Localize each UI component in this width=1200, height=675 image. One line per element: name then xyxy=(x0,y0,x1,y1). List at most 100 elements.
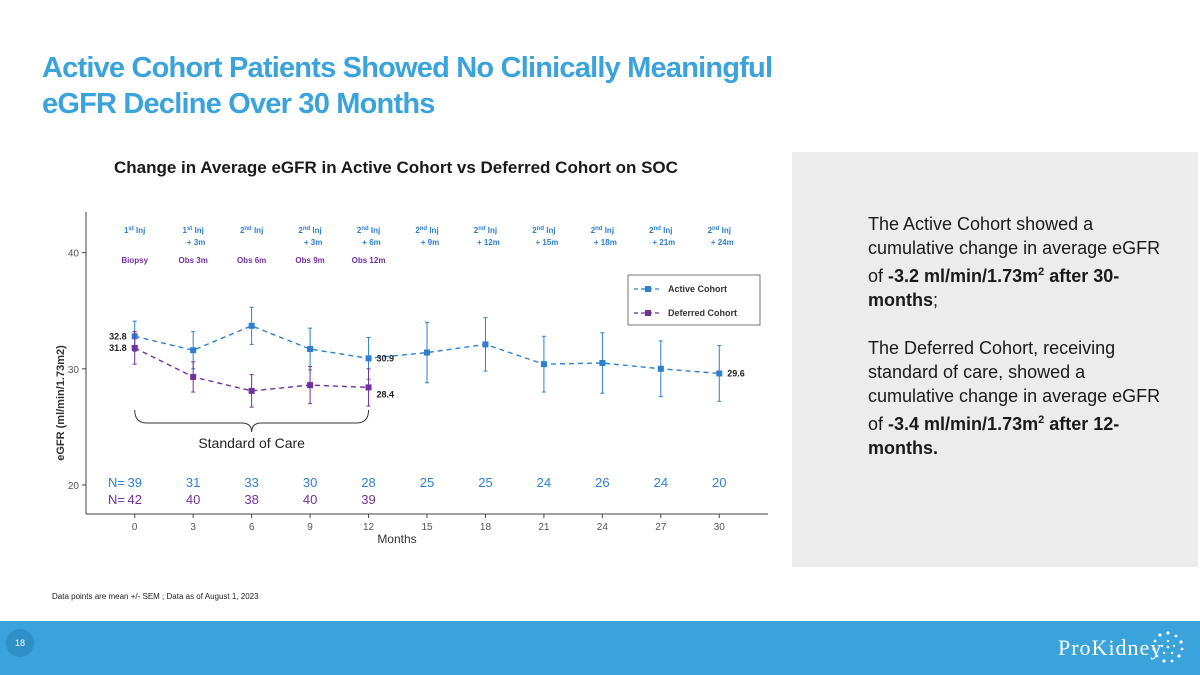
n-count-active: 30 xyxy=(303,475,317,490)
y-tick-label: 40 xyxy=(68,249,80,260)
title-line-1: Active Cohort Patients Showed No Clinica… xyxy=(42,52,773,84)
data-label: 29.6 xyxy=(727,368,745,378)
logo-dots-icon xyxy=(1152,631,1184,663)
active-cohort-point xyxy=(657,365,664,372)
n-count-active: 24 xyxy=(654,475,668,490)
standard-of-care-bracket xyxy=(134,409,370,433)
deferred-summary: The Deferred Cohort, receiving standard … xyxy=(868,338,1161,458)
n-count-deferred: 42 xyxy=(127,492,141,507)
n-count-active: 31 xyxy=(186,475,200,490)
data-label: 32.8 xyxy=(109,331,127,341)
injection-label: 1st Inj xyxy=(182,226,203,235)
active-summary: The Active Cohort showed a cumulative ch… xyxy=(868,214,1161,310)
active-cohort-point xyxy=(540,361,547,368)
x-tick-label: 18 xyxy=(480,522,492,533)
x-tick-label: 15 xyxy=(421,522,433,533)
legend-label: Deferred Cohort xyxy=(668,308,737,318)
injection-label: 2nd Inj xyxy=(474,226,497,235)
n-count-active: 25 xyxy=(420,475,434,490)
injection-interval-label: + 9m xyxy=(421,238,439,247)
observation-label: Obs 12m xyxy=(352,256,386,265)
active-cohort-line xyxy=(134,325,720,375)
injection-label: 2nd Inj xyxy=(591,226,614,235)
active-cohort-point xyxy=(424,349,430,356)
legend-marker xyxy=(645,286,651,292)
injection-label: 2nd Inj xyxy=(649,226,672,235)
injection-label: 2nd Inj xyxy=(532,226,555,235)
x-tick-label: 0 xyxy=(132,522,138,533)
active-cohort-point xyxy=(482,341,489,348)
injection-interval-label: + 21m xyxy=(652,238,675,247)
x-tick-label: 9 xyxy=(307,522,313,533)
legend-marker xyxy=(645,310,651,316)
chart-title: Change in Average eGFR in Active Cohort … xyxy=(114,158,678,177)
n-count-deferred: 40 xyxy=(186,492,200,507)
page-title: Active Cohort Patients Showed No Clinica… xyxy=(42,50,802,122)
injection-label: 2nd Inj xyxy=(357,226,380,235)
n-count-deferred: 40 xyxy=(303,492,317,507)
company-logo: ProKidney xyxy=(1058,635,1163,660)
x-tick-label: 21 xyxy=(538,522,550,533)
egfr-line-chart: 20 30 40 0 3 6 9 12 15 18 21 24 27 30 Months eGFR (ml/m… xyxy=(55,212,768,546)
injection-interval-label: + 3m xyxy=(304,238,322,247)
title-line-2: eGFR Decline Over 30 Months xyxy=(42,88,435,120)
x-tick-label: 24 xyxy=(597,522,609,533)
data-label: 30.9 xyxy=(377,353,395,363)
x-tick-label: 27 xyxy=(655,522,667,533)
observation-label: Obs 9m xyxy=(295,256,324,265)
chart-legend xyxy=(627,274,761,326)
x-tick-label: 30 xyxy=(714,522,726,533)
injection-interval-label: + 24m xyxy=(711,238,734,247)
injection-interval-label: + 12m xyxy=(477,238,500,247)
n-count-active: 20 xyxy=(712,475,726,490)
injection-interval-label: + 15m xyxy=(535,238,558,247)
deferred-cohort-point xyxy=(248,387,255,394)
x-tick-label: 12 xyxy=(363,522,375,533)
observation-label: Obs 6m xyxy=(237,256,266,265)
data-label: 31.8 xyxy=(109,343,127,353)
y-tick-label: 30 xyxy=(68,365,80,376)
summary-panel: The Active Cohort showed a cumulative ch… xyxy=(792,152,1198,567)
active-cohort-point xyxy=(248,322,255,329)
n-count-active: 28 xyxy=(361,475,375,490)
n-count-active: 39 xyxy=(127,475,141,490)
bracket-label: Standard of Care xyxy=(198,435,305,451)
injection-interval-label: + 18m xyxy=(594,238,617,247)
observation-label: Biopsy xyxy=(121,256,148,265)
n-label-active: N= xyxy=(108,475,125,490)
active-cohort-point xyxy=(365,355,372,362)
injection-label: 2nd Inj xyxy=(298,226,321,235)
n-count-active: 33 xyxy=(244,475,258,490)
summary-text: The Active Cohort showed a cumulative ch… xyxy=(868,212,1168,484)
x-tick-label: 3 xyxy=(190,522,196,533)
x-tick-label: 6 xyxy=(249,522,255,533)
deferred-cohort-point xyxy=(365,384,372,391)
page-number: 18 xyxy=(6,629,34,657)
injection-label: 2nd Inj xyxy=(708,226,731,235)
legend-label: Active Cohort xyxy=(668,284,727,294)
y-axis-label: eGFR (ml/min/1.73m2) xyxy=(55,345,67,461)
injection-label: 2nd Inj xyxy=(240,226,263,235)
active-cohort-point xyxy=(716,370,723,377)
observation-label: Obs 3m xyxy=(178,256,207,265)
n-label-deferred: N= xyxy=(108,492,125,507)
n-count-active: 26 xyxy=(595,475,609,490)
injection-label: 2nd Inj xyxy=(415,226,438,235)
footer-bar: 18 ProKidney xyxy=(0,621,1200,675)
y-tick-label: 20 xyxy=(68,481,80,492)
footnote: Data points are mean +/- SEM ; Data as o… xyxy=(52,592,259,601)
x-axis-label: Months xyxy=(377,532,416,546)
n-count-active: 25 xyxy=(478,475,492,490)
n-count-deferred: 39 xyxy=(361,492,375,507)
active-cohort-point xyxy=(599,360,606,366)
deferred-cohort-point xyxy=(190,373,197,380)
data-label: 28.4 xyxy=(377,389,395,399)
injection-interval-label: + 6m xyxy=(362,238,380,247)
deferred-cohort-point xyxy=(307,382,314,389)
injection-interval-label: + 3m xyxy=(187,238,205,247)
n-count-active: 24 xyxy=(537,475,551,490)
active-cohort-point xyxy=(190,347,197,354)
deferred-cohort-point xyxy=(131,344,138,351)
injection-label: 1st Inj xyxy=(124,226,145,235)
active-cohort-point xyxy=(307,346,314,353)
